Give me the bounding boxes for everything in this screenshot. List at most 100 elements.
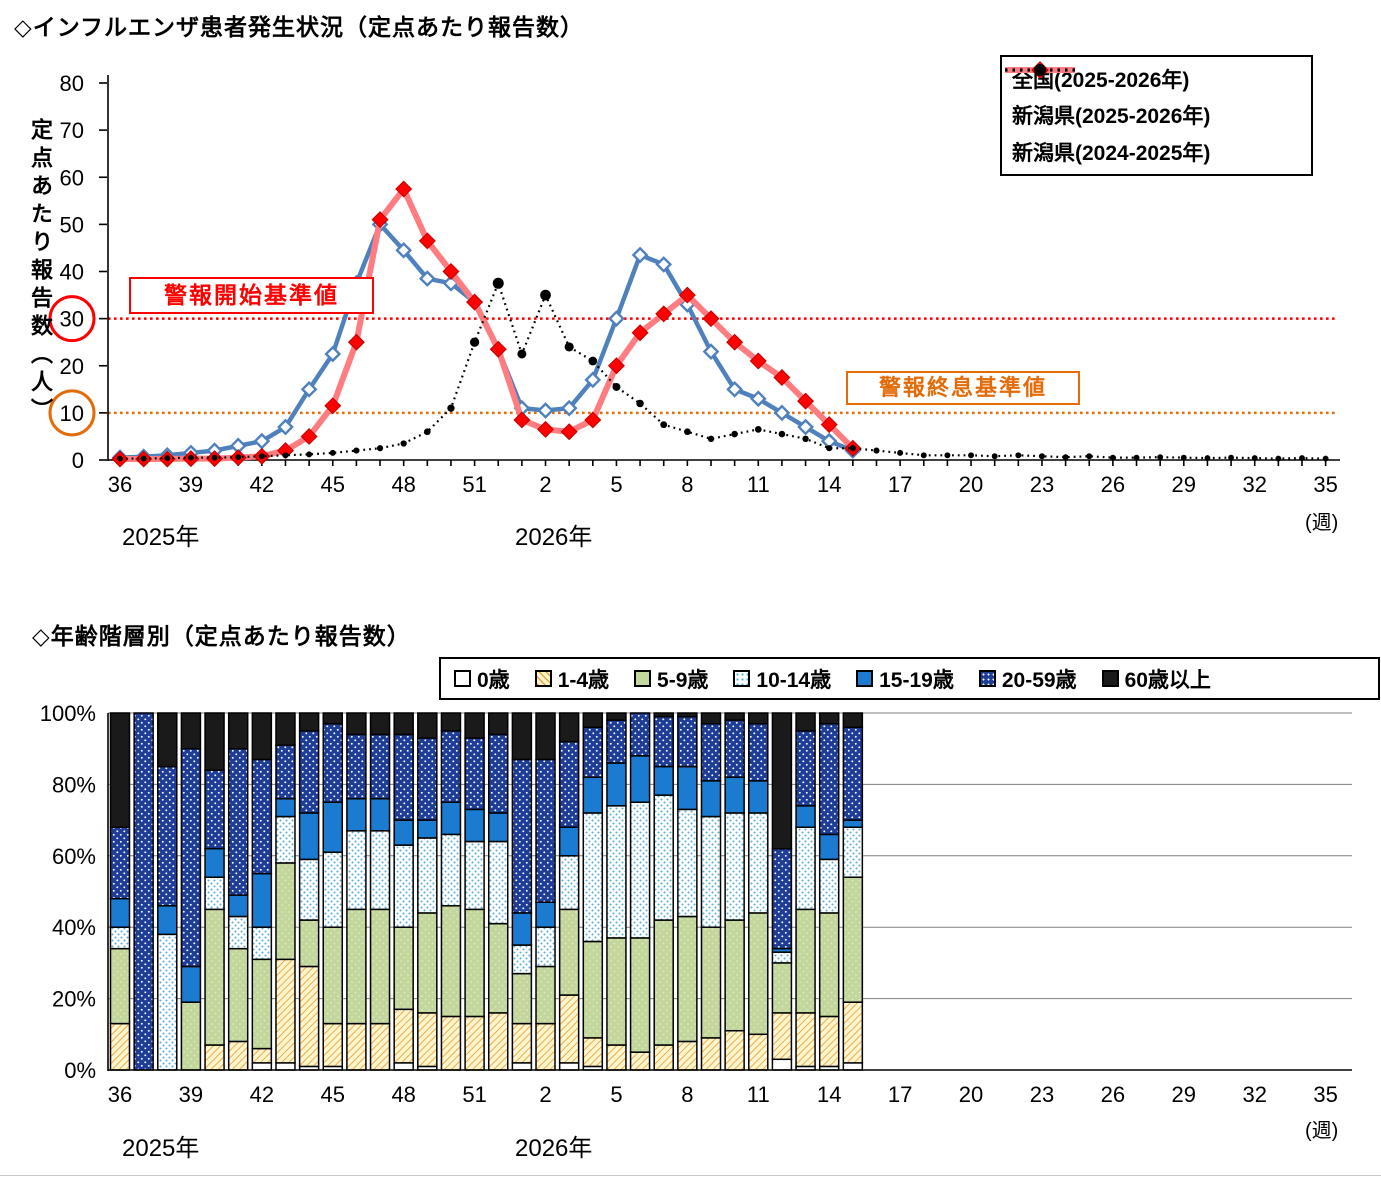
bar-segment-age-5-9 <box>393 926 414 1011</box>
bar-segment-age-15-19 <box>180 965 202 1003</box>
bar-segment-age-10-14 <box>795 826 816 911</box>
bar-segment-age-60plus <box>298 712 320 732</box>
bar-segment-age-10-14 <box>842 826 864 878</box>
bar-segment-age-60plus <box>417 712 438 739</box>
bar-segment-age-1-4 <box>440 1015 462 1071</box>
bar-segment-age-20-59 <box>511 758 533 914</box>
top-chart-legend: 全国(2025-2026年) 新潟県(2025-2026年) 新潟県(2024-20… <box>1000 55 1313 176</box>
bar-segment-age-15-19 <box>748 780 769 814</box>
top-x-tick-label: 23 <box>1030 472 1054 497</box>
bar-segment-age-15-19 <box>582 776 604 814</box>
bar-segment-age-10-14 <box>227 915 249 950</box>
bar-segment-age-60plus <box>842 712 864 729</box>
top-x-tick-label: 39 <box>179 472 203 497</box>
bar-segment-age-15-19 <box>464 808 485 843</box>
bar-segment-age-20-59 <box>133 712 154 1071</box>
legend-label-niigata-2024-2025: 新潟県(2024-2025年) <box>1012 141 1211 165</box>
alert-end-threshold-box: 警報終息基準値 <box>846 371 1080 405</box>
top-y-tick-label: 70 <box>60 118 84 143</box>
bar-segment-age-5-9 <box>109 947 131 1025</box>
top-x-tick-label: 17 <box>888 472 912 497</box>
bar-segment-age-20-59 <box>629 712 651 757</box>
bar-segment-age-1-4 <box>606 1044 627 1071</box>
bar-segment-age-60plus <box>157 712 178 768</box>
bar-segment-age-0 <box>771 1058 793 1071</box>
bar-segment-age-60plus <box>818 712 840 725</box>
bar-segment-age-5-9 <box>748 912 769 1036</box>
bar-segment-age-15-19 <box>724 776 745 814</box>
bar-segment-age-0 <box>251 1062 273 1071</box>
bar-segment-age-5-9 <box>653 919 674 1046</box>
bar-segment-age-10-14 <box>204 876 225 911</box>
bar-segment-age-1-4 <box>369 1022 391 1071</box>
bottom-x-tick-label: 32 <box>1242 1082 1266 1107</box>
bar-segment-age-5-9 <box>464 908 485 1018</box>
top-y-tick-label: 0 <box>72 448 84 473</box>
bar-segment-age-5-9 <box>724 919 745 1032</box>
bar-segment-age-20-59 <box>227 747 249 896</box>
bar-segment-age-60plus <box>558 712 580 743</box>
bar-segment-age-10-14 <box>606 805 627 939</box>
bar-segment-age-5-9 <box>511 972 533 1025</box>
bar-segment-age-60plus <box>677 712 698 718</box>
top-week-unit-label: (週) <box>1305 512 1339 534</box>
bar-segment-age-10-14 <box>346 830 367 911</box>
bar-segment-age-60plus <box>227 712 249 750</box>
bar-segment-age-15-19 <box>535 901 556 928</box>
legend-label-age-1-4: 1-4歳 <box>557 668 610 692</box>
legend-item-age-1-4: 1-4歳 <box>534 664 610 694</box>
bar-segment-age-20-59 <box>771 847 793 950</box>
bar-segment-age-10-14 <box>511 944 533 975</box>
bar-segment-age-5-9 <box>606 937 627 1046</box>
bar-segment-age-1-4 <box>322 1022 344 1068</box>
bottom-week-unit-label: (週) <box>1305 1120 1339 1142</box>
bar-segment-age-5-9 <box>582 940 604 1039</box>
top-x-tick-label: 20 <box>959 472 983 497</box>
bar-segment-age-1-4 <box>251 1047 273 1064</box>
line-chart-group: 0 10 20 30 40 50 60 70 80 36 39 42 45 48 51 2 5 8 11 14 17 20… <box>48 71 1340 497</box>
bar-segment-age-20-59 <box>677 715 698 768</box>
bar-segment-age-1-4 <box>109 1022 131 1071</box>
bar-segment-age-15-19 <box>558 826 580 857</box>
bar-segment-age-10-14 <box>653 794 674 921</box>
top-year-2025-label: 2025年 <box>122 524 200 551</box>
bottom-x-tick-label: 35 <box>1313 1082 1337 1107</box>
bar-segment-age-20-59 <box>582 726 604 779</box>
bar-segment-age-60plus <box>346 712 367 736</box>
bar-segment-age-20-59 <box>157 765 178 907</box>
top-x-tick-label: 45 <box>321 472 345 497</box>
bar-segment-age-10-14 <box>393 844 414 928</box>
bar-segment-age-10-14 <box>771 951 793 964</box>
top-x-tick-label: 42 <box>250 472 274 497</box>
bar-segment-age-5-9 <box>487 922 509 1014</box>
bar-segment-age-15-19 <box>818 833 840 861</box>
bar-segment-age-1-4 <box>535 1022 556 1071</box>
bar-segment-age-20-59 <box>251 758 273 875</box>
bar-segment-age-60plus <box>369 712 391 736</box>
bar-segment-age-60plus <box>322 712 344 725</box>
bottom-x-tick-label: 51 <box>462 1082 486 1107</box>
bar-segment-age-15-19 <box>440 801 462 836</box>
bar-segment-age-1-4 <box>393 1008 414 1064</box>
bar-segment-age-60plus <box>653 712 674 718</box>
top-x-tick-label: 5 <box>610 472 622 497</box>
bar-segment-age-20-59 <box>417 737 438 821</box>
bar-segment-age-10-14 <box>417 837 438 914</box>
bottom-x-tick-label: 8 <box>681 1082 693 1107</box>
legend-label-niigata-2025-2026: 新潟県(2025-2026年) <box>1012 105 1211 129</box>
bottom-x-tick-label: 5 <box>610 1082 622 1107</box>
bar-segment-age-20-59 <box>464 737 485 811</box>
bar-segment-age-10-14 <box>535 926 556 968</box>
top-x-tick-label: 32 <box>1242 472 1266 497</box>
bar-segment-age-60plus <box>393 712 414 736</box>
legend-swatch-age-20-59-icon <box>978 670 996 687</box>
bar-segment-age-10-14 <box>464 840 485 911</box>
bar-segment-age-60plus <box>180 712 202 750</box>
bottom-chart-title: ◇年齢階層別（定点あたり報告数） <box>32 623 411 649</box>
bar-segment-age-10-14 <box>629 801 651 939</box>
bar-segment-age-5-9 <box>700 926 722 1039</box>
bar-segment-age-10-14 <box>251 926 273 961</box>
top-x-tick-label: 35 <box>1313 472 1337 497</box>
bar-segment-age-5-9 <box>298 919 320 968</box>
bottom-x-tick-label: 42 <box>250 1082 274 1107</box>
